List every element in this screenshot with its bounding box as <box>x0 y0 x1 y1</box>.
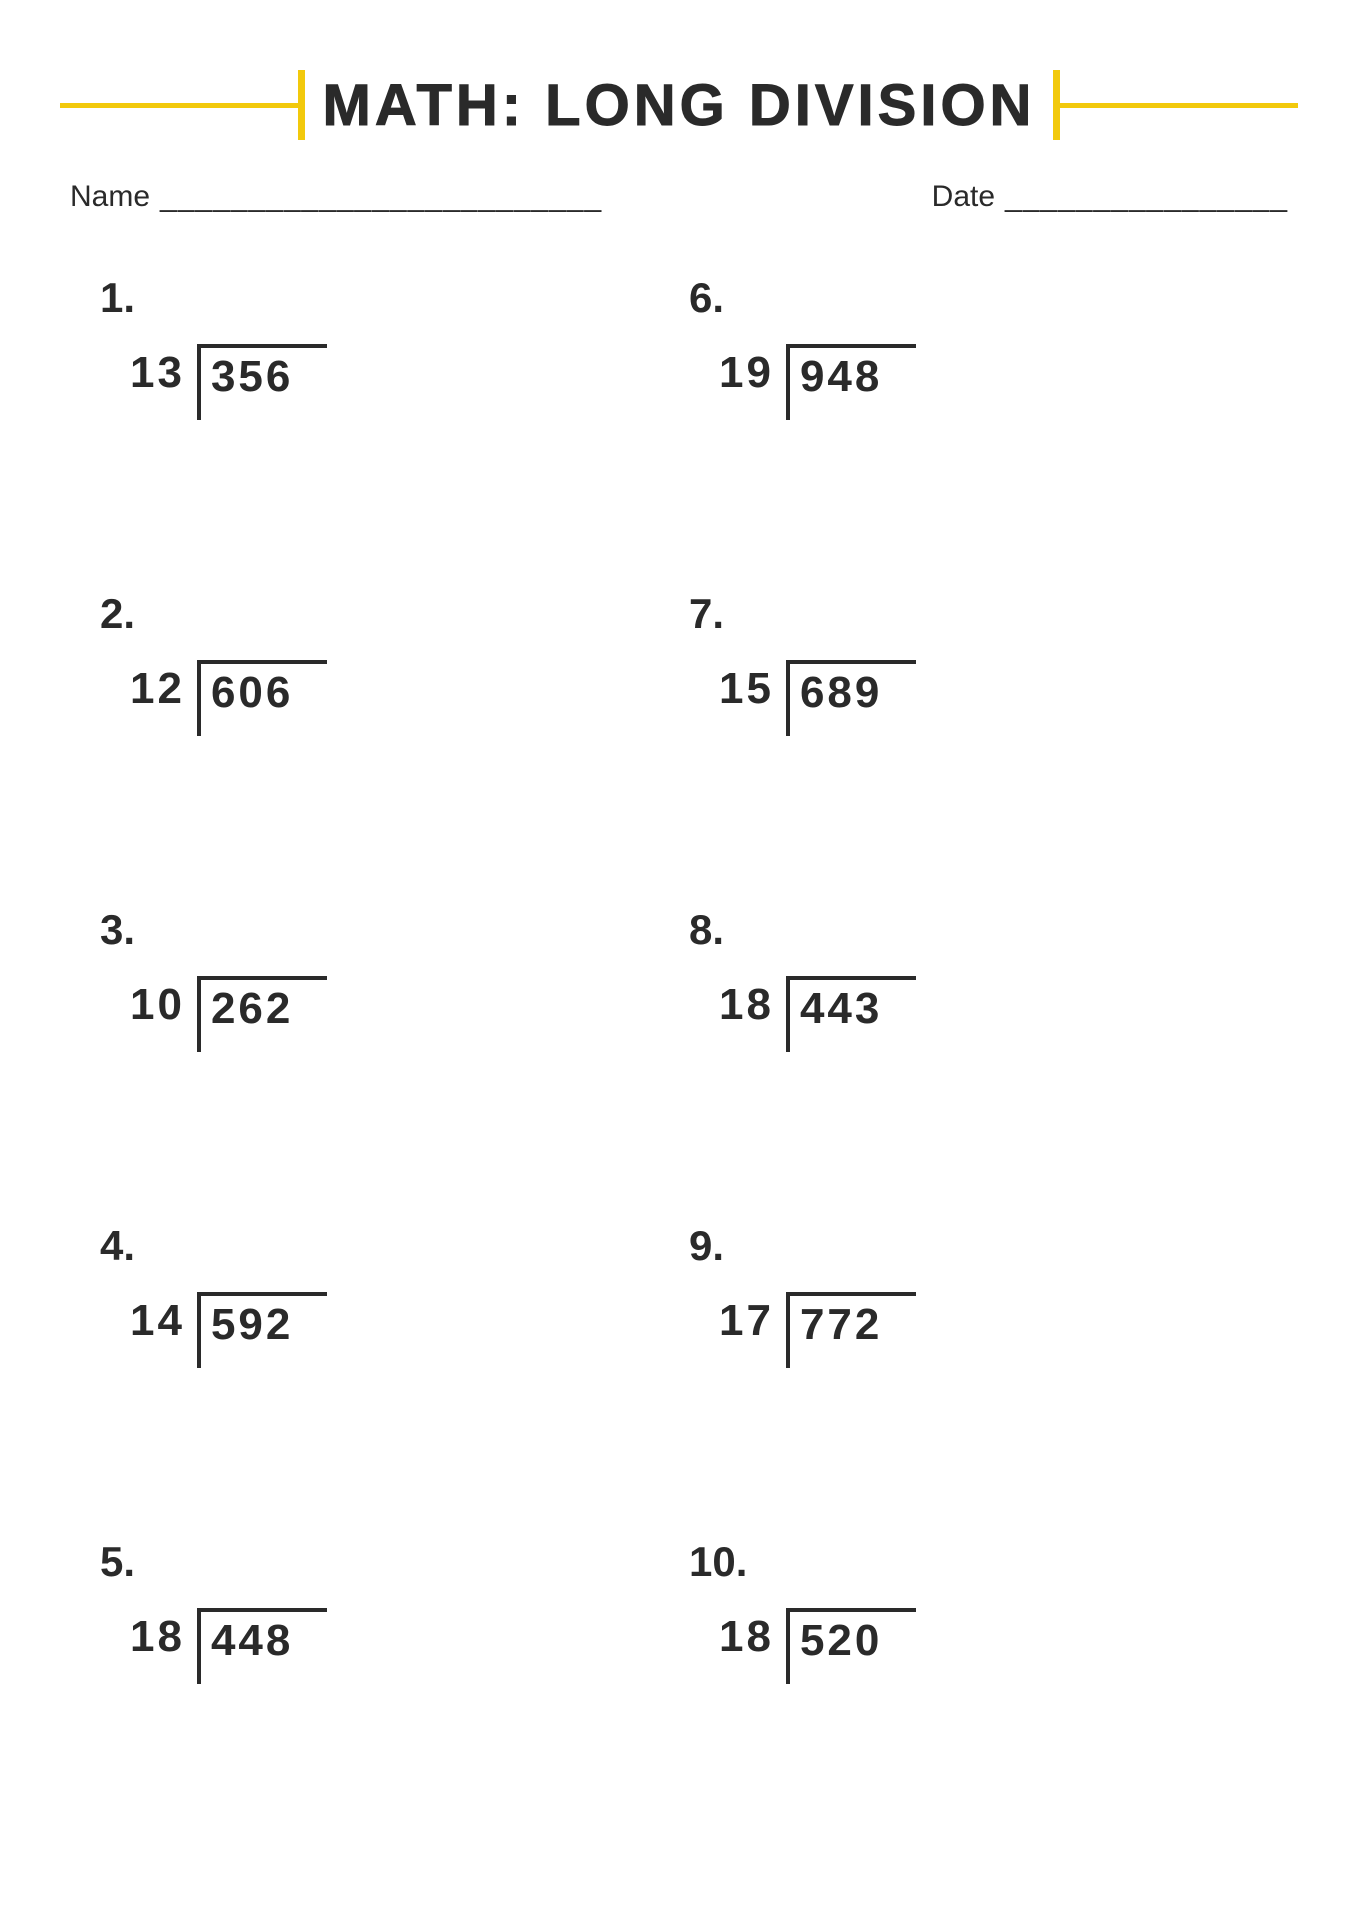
problem: 9. 17 772 <box>679 1212 1268 1528</box>
division-bracket: 443 <box>786 976 916 1052</box>
problem-number: 10. <box>689 1538 1268 1586</box>
dividend: 262 <box>211 984 307 1034</box>
problem-number: 2. <box>100 590 679 638</box>
title-bar-left <box>298 70 305 140</box>
problem-number: 1. <box>100 274 679 322</box>
division-bracket: 772 <box>786 1292 916 1368</box>
problem-number: 9. <box>689 1222 1268 1270</box>
title-bar-right <box>1053 70 1060 140</box>
division-bracket: 262 <box>197 976 327 1052</box>
dividend: 443 <box>800 984 896 1034</box>
division-expression: 15 689 <box>719 660 1268 736</box>
divisor: 18 <box>130 1608 197 1662</box>
title-wrap: MATH: LONG DIVISION <box>298 70 1061 140</box>
division-expression: 18 448 <box>130 1608 679 1684</box>
problem-number: 5. <box>100 1538 679 1586</box>
problem-number: 7. <box>689 590 1268 638</box>
problem: 10. 18 520 <box>679 1528 1268 1844</box>
divisor: 13 <box>130 344 197 398</box>
problem: 8. 18 443 <box>679 896 1268 1212</box>
problem: 1. 13 356 <box>90 264 679 580</box>
date-field: Date ________________ <box>932 180 1288 214</box>
division-expression: 19 948 <box>719 344 1268 420</box>
problem: 6. 19 948 <box>679 264 1268 580</box>
problem-number: 3. <box>100 906 679 954</box>
dividend: 948 <box>800 352 896 402</box>
problem: 3. 10 262 <box>90 896 679 1212</box>
division-expression: 10 262 <box>130 976 679 1052</box>
problem: 5. 18 448 <box>90 1528 679 1844</box>
divisor: 15 <box>719 660 786 714</box>
problem: 7. 15 689 <box>679 580 1268 896</box>
division-expression: 14 592 <box>130 1292 679 1368</box>
division-bracket: 689 <box>786 660 916 736</box>
division-bracket: 606 <box>197 660 327 736</box>
division-expression: 13 356 <box>130 344 679 420</box>
problem: 4. 14 592 <box>90 1212 679 1528</box>
page-title: MATH: LONG DIVISION <box>305 72 1054 139</box>
name-label: Name <box>70 180 150 214</box>
meta-row: Name _________________________ Date ____… <box>60 180 1298 214</box>
problem: 2. 12 606 <box>90 580 679 896</box>
header: MATH: LONG DIVISION <box>60 70 1298 140</box>
dividend: 356 <box>211 352 307 402</box>
divisor: 18 <box>719 1608 786 1662</box>
division-bracket: 592 <box>197 1292 327 1368</box>
division-bracket: 520 <box>786 1608 916 1684</box>
dividend: 772 <box>800 1300 896 1350</box>
rule-right <box>1060 103 1298 108</box>
dividend: 448 <box>211 1616 307 1666</box>
division-expression: 17 772 <box>719 1292 1268 1368</box>
problem-number: 6. <box>689 274 1268 322</box>
division-bracket: 948 <box>786 344 916 420</box>
rule-left <box>60 103 298 108</box>
division-bracket: 356 <box>197 344 327 420</box>
date-label: Date <box>932 180 995 214</box>
dividend: 689 <box>800 668 896 718</box>
date-blank: ________________ <box>1005 180 1288 214</box>
problems-grid: 1. 13 356 2. 12 606 3. 10 262 4. 14 592 5. 18 448 6. 19 9… <box>60 264 1298 1844</box>
division-expression: 18 520 <box>719 1608 1268 1684</box>
name-field: Name _________________________ <box>70 180 602 214</box>
name-blank: _________________________ <box>160 180 602 214</box>
problem-number: 4. <box>100 1222 679 1270</box>
dividend: 592 <box>211 1300 307 1350</box>
division-bracket: 448 <box>197 1608 327 1684</box>
divisor: 18 <box>719 976 786 1030</box>
divisor: 19 <box>719 344 786 398</box>
division-expression: 18 443 <box>719 976 1268 1052</box>
divisor: 14 <box>130 1292 197 1346</box>
dividend: 606 <box>211 668 307 718</box>
divisor: 17 <box>719 1292 786 1346</box>
divisor: 12 <box>130 660 197 714</box>
divisor: 10 <box>130 976 197 1030</box>
dividend: 520 <box>800 1616 896 1666</box>
division-expression: 12 606 <box>130 660 679 736</box>
problem-number: 8. <box>689 906 1268 954</box>
